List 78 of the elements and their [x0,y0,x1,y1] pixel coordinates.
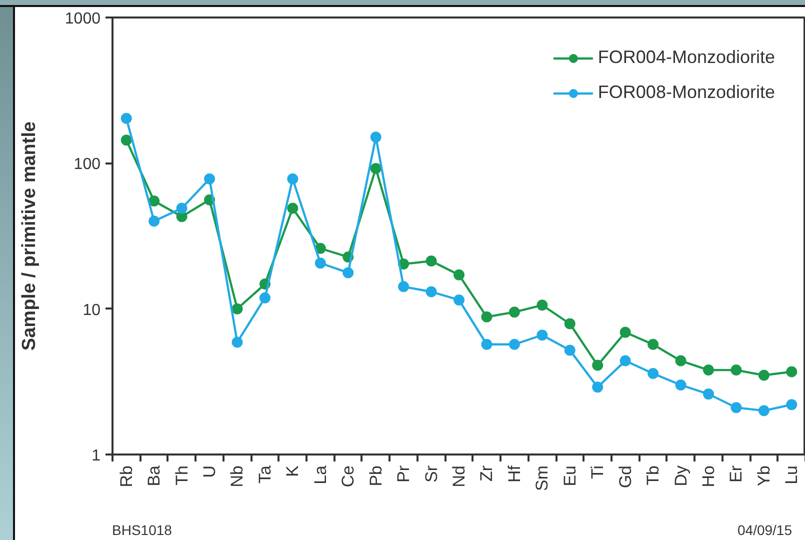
point [148,216,160,227]
point [592,360,604,371]
point [675,380,686,390]
x-tick-label: Pr [394,465,414,482]
point [620,355,631,366]
x-tick-label: Gd [616,465,635,488]
point [454,294,464,306]
point [370,162,382,174]
x-tick-label: K [283,464,302,477]
point [536,300,548,311]
x-tick-label: Ho [698,465,718,488]
x-tick-label: Rb [116,465,136,488]
point [120,112,132,124]
point [204,173,216,184]
point [564,318,576,330]
point [176,202,188,214]
point [314,258,326,269]
y-tick-label: 1 [92,448,101,464]
point [702,364,714,376]
legend-label: FOR004-Monzodiorite [598,47,775,68]
x-tick-label: U [200,465,220,478]
point [508,306,520,318]
point [426,256,437,266]
point [648,338,659,350]
y-axis-title: Sample / primitive mantle [18,121,40,351]
y-tick-label: 1000 [64,10,101,28]
point [675,355,686,366]
point [620,326,631,338]
x-tick-label: Lu [782,465,802,484]
point [259,292,270,304]
x-tick-label: Hf [504,465,524,482]
x-tick-label: Eu [560,465,580,486]
y-tick-label: 100 [74,156,101,174]
point [287,202,298,214]
x-tick-label: Er [726,465,746,482]
point [758,405,770,416]
point [786,366,798,378]
x-tick-label: Pb [366,465,386,486]
point [758,370,770,381]
x-tick-label: Dy [671,465,690,486]
x-tick-label: Tb [644,465,663,486]
point [508,338,520,350]
point [454,269,464,280]
point [287,173,298,184]
x-tick-label: La [310,464,330,484]
text: 04/09/15 [738,521,792,540]
x-tick-label: Ce [338,465,358,488]
point [370,132,382,143]
legend-label: FOR008-Monzodiorite [598,82,775,103]
point [648,368,659,379]
point [592,382,604,393]
point [730,402,742,414]
x-tick-label: Nb [228,465,247,488]
point [120,134,132,146]
x-tick-label: Ba [144,464,164,486]
point [232,336,243,348]
x-tick-label: Sr [422,465,441,482]
point [564,344,576,356]
x-tick-label: Yb [754,465,774,486]
x-tick-label: Nd [450,465,468,488]
point [786,399,798,410]
point [148,195,160,206]
x-tick-label: Ti [588,466,608,480]
point [536,330,548,341]
point [702,388,714,400]
point [481,338,492,350]
x-tick-label: Sm [532,466,552,491]
point [730,364,742,376]
x-tick-label: Ta [255,464,274,484]
point [342,267,354,278]
point [426,286,437,298]
x-tick-label: Zr [477,465,496,482]
point [398,281,410,292]
point [481,311,492,322]
y-tick-label: 10 [82,302,101,319]
x-tick-label: Th [172,465,192,486]
text: BHS1018 [112,521,172,540]
point [232,303,243,314]
